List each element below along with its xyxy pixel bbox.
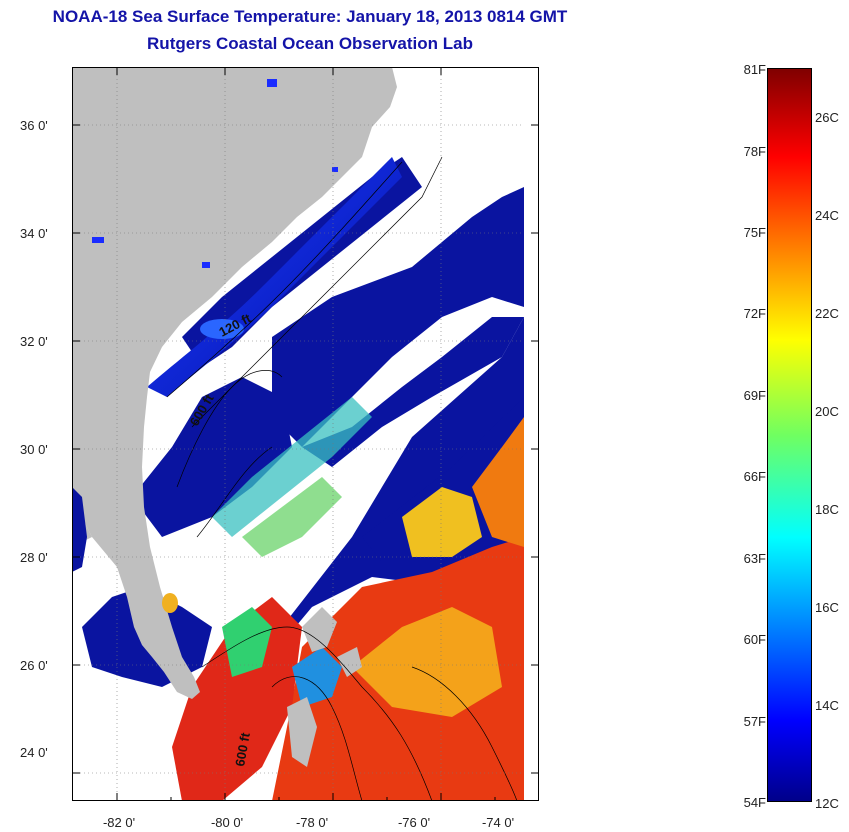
lake-warm-spot <box>162 593 178 613</box>
lon-label-80: -80 0' <box>210 815 244 830</box>
colorbar-c-20: 20C <box>815 404 839 419</box>
warm-water-region <box>172 417 524 801</box>
colorbar-f-75: 75F <box>743 225 766 240</box>
colorbar-f-63: 63F <box>743 551 766 566</box>
colorbar-c-26: 26C <box>815 110 839 125</box>
lon-label-74: -74 0' <box>481 815 515 830</box>
lon-label-82: -82 0' <box>102 815 136 830</box>
colorbar-c-18: 18C <box>815 502 839 517</box>
map-subtitle: Rutgers Coastal Ocean Observation Lab <box>147 34 473 53</box>
colorbar-c-12: 12C <box>815 796 839 811</box>
lat-label-26: 26 0' <box>20 658 48 673</box>
inland-lakes <box>92 79 338 268</box>
colorbar-f-54: 54F <box>743 795 766 810</box>
colorbar-c-24: 24C <box>815 208 839 223</box>
lat-label-34: 34 0' <box>20 226 48 241</box>
lon-label-78: -78 0' <box>295 815 329 830</box>
lon-label-76: -76 0' <box>397 815 431 830</box>
map-title: NOAA-18 Sea Surface Temperature: January… <box>52 7 568 26</box>
lat-label-28: 28 0' <box>20 550 48 565</box>
depth-contours <box>166 156 518 801</box>
lat-label-30: 30 0' <box>20 442 48 457</box>
colorbar-gradient <box>768 69 811 801</box>
depth-label-600ft-south: 600 ft <box>232 731 253 768</box>
lat-label-24: 24 0' <box>20 745 48 760</box>
sst-map: 120 ft 600 ft 600 ft <box>72 67 524 801</box>
colorbar-f-78: 78F <box>743 144 766 159</box>
colorbar-c-14: 14C <box>815 698 839 713</box>
temperature-colorbar <box>767 68 812 802</box>
colorbar-f-66: 66F <box>743 469 766 484</box>
colorbar-f-81: 81F <box>743 62 766 77</box>
colorbar-f-69: 69F <box>743 388 766 403</box>
lat-label-36: 36 0' <box>20 118 48 133</box>
colorbar-c-22: 22C <box>815 306 839 321</box>
colorbar-c-16: 16C <box>815 600 839 615</box>
gulf-water <box>72 487 87 572</box>
colorbar-f-72: 72F <box>743 306 766 321</box>
lat-lon-grid <box>72 67 524 801</box>
colorbar-f-57: 57F <box>743 714 766 729</box>
coastal-water-region <box>147 157 402 557</box>
lat-label-32: 32 0' <box>20 334 48 349</box>
colorbar-f-60: 60F <box>743 632 766 647</box>
